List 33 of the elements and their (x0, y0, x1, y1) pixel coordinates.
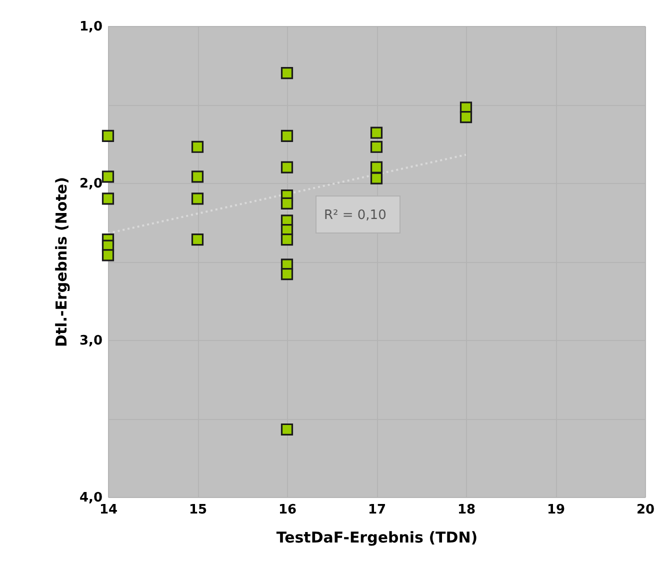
point (460, 111, 472, 124)
point (280, 268, 294, 280)
point (280, 197, 294, 210)
x-tick-label: 19 (546, 502, 566, 518)
point (370, 172, 383, 184)
point (280, 67, 294, 80)
point (191, 170, 204, 183)
point (191, 140, 204, 153)
y-tick-label: 4,0 (79, 490, 102, 506)
x-tick-label: 14 (99, 502, 118, 518)
x-tick-label: 18 (457, 502, 476, 518)
y-tick-label: 3,0 (79, 334, 102, 348)
point (280, 423, 294, 436)
point (102, 130, 114, 142)
x-tick-label: 20 (636, 502, 655, 518)
point (280, 161, 294, 174)
y-tick-label: 1,0 (79, 20, 102, 34)
y-tick-label: 2,0 (79, 176, 102, 192)
x-tick-label: 16 (278, 502, 297, 518)
point (370, 140, 383, 153)
x-tick-label: 15 (188, 502, 208, 518)
point (191, 233, 204, 246)
annotation: R² = 0,10 (324, 208, 386, 223)
point (102, 249, 114, 262)
point (191, 192, 204, 205)
point (280, 130, 294, 142)
point (370, 126, 383, 139)
y-axis-title: Dtl.-Ergebnis (Note) (52, 177, 70, 347)
point (102, 192, 114, 205)
point (102, 170, 114, 183)
x-tick-label: 17 (368, 502, 386, 518)
x-axis-title: TestDaF-Ergebnis (TDN) (276, 528, 478, 546)
point (280, 233, 294, 246)
